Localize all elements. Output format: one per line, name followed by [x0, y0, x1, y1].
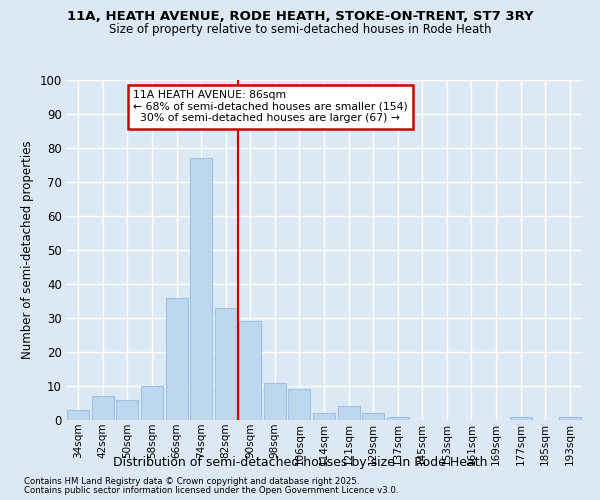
Bar	[289, 390, 310, 420]
Text: Distribution of semi-detached houses by size in Rode Heath: Distribution of semi-detached houses by …	[113, 456, 487, 469]
Bar	[338, 406, 359, 420]
Bar	[116, 400, 139, 420]
Bar	[559, 416, 581, 420]
Bar	[190, 158, 212, 420]
Text: 11A HEATH AVENUE: 86sqm
← 68% of semi-detached houses are smaller (154)
  30% of: 11A HEATH AVENUE: 86sqm ← 68% of semi-de…	[133, 90, 408, 124]
Bar	[386, 416, 409, 420]
Text: Contains public sector information licensed under the Open Government Licence v3: Contains public sector information licen…	[24, 486, 398, 495]
Bar	[92, 396, 114, 420]
Bar	[166, 298, 188, 420]
Bar	[67, 410, 89, 420]
Bar	[362, 413, 384, 420]
Y-axis label: Number of semi-detached properties: Number of semi-detached properties	[21, 140, 34, 360]
Bar	[215, 308, 237, 420]
Bar	[264, 382, 286, 420]
Bar	[141, 386, 163, 420]
Text: Size of property relative to semi-detached houses in Rode Heath: Size of property relative to semi-detach…	[109, 22, 491, 36]
Text: Contains HM Land Registry data © Crown copyright and database right 2025.: Contains HM Land Registry data © Crown c…	[24, 477, 359, 486]
Bar	[239, 322, 262, 420]
Bar	[313, 413, 335, 420]
Text: 11A, HEATH AVENUE, RODE HEATH, STOKE-ON-TRENT, ST7 3RY: 11A, HEATH AVENUE, RODE HEATH, STOKE-ON-…	[67, 10, 533, 23]
Bar	[509, 416, 532, 420]
